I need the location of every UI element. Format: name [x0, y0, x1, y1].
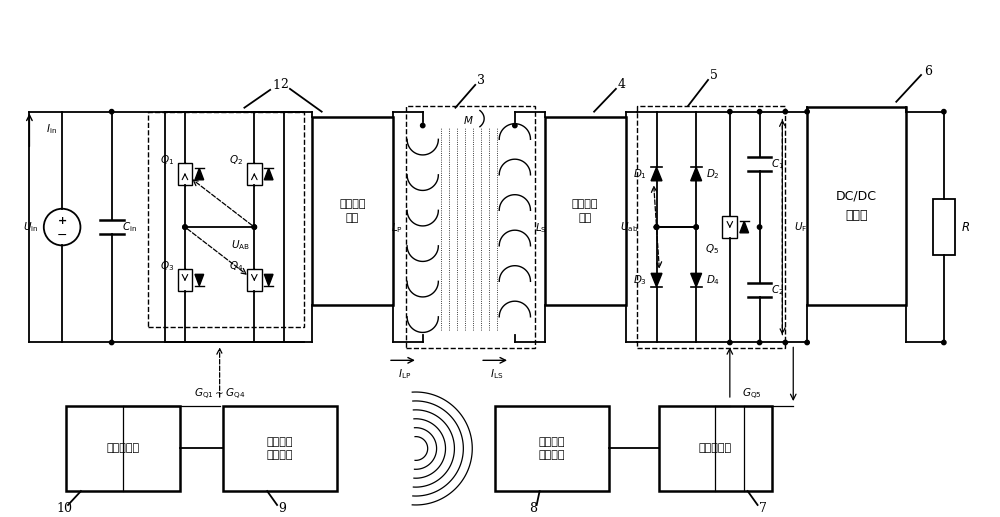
Polygon shape	[264, 169, 273, 180]
Bar	[66, 406, 180, 491]
Text: 原边无线
通信模块: 原边无线 通信模块	[266, 437, 293, 460]
Text: 4: 4	[618, 79, 626, 92]
Text: −: −	[57, 229, 67, 241]
Text: 8: 8	[529, 503, 537, 515]
Circle shape	[109, 110, 114, 114]
Circle shape	[728, 110, 732, 114]
Text: 副边控制器: 副边控制器	[699, 444, 732, 453]
Polygon shape	[651, 168, 662, 181]
Circle shape	[805, 110, 809, 114]
Polygon shape	[651, 273, 662, 287]
Circle shape	[252, 225, 256, 229]
Text: $I_{\rm in}$: $I_{\rm in}$	[46, 123, 57, 136]
Text: $I_{\rm LP}$: $I_{\rm LP}$	[398, 367, 412, 381]
Text: $U_{\rm F}$: $U_{\rm F}$	[794, 220, 808, 234]
Circle shape	[757, 340, 762, 345]
Text: $G_{\rm Q1}{\sim}G_{\rm Q4}$: $G_{\rm Q1}{\sim}G_{\rm Q4}$	[194, 386, 245, 402]
Bar	[312, 117, 393, 305]
Bar	[637, 105, 785, 348]
Circle shape	[783, 110, 788, 114]
Bar	[223, 406, 337, 491]
Polygon shape	[195, 275, 204, 286]
Circle shape	[654, 225, 659, 229]
Text: 6: 6	[924, 65, 932, 78]
Text: $I_{\rm LS}$: $I_{\rm LS}$	[490, 367, 504, 381]
Text: 5: 5	[710, 69, 718, 83]
Bar	[722, 216, 737, 238]
Bar	[659, 406, 772, 491]
Bar	[406, 105, 535, 348]
Text: 原边控制器: 原边控制器	[106, 444, 140, 453]
Polygon shape	[264, 275, 273, 286]
Polygon shape	[195, 169, 204, 180]
Circle shape	[513, 124, 517, 128]
Polygon shape	[740, 221, 749, 233]
Circle shape	[654, 225, 659, 229]
Circle shape	[942, 340, 946, 345]
Text: $D_2$: $D_2$	[706, 167, 720, 181]
Text: $Q_3$: $Q_3$	[160, 260, 174, 273]
Text: $C_2$: $C_2$	[771, 283, 784, 297]
Text: $L_{\rm S}$: $L_{\rm S}$	[535, 221, 547, 235]
Text: $D_1$: $D_1$	[633, 167, 647, 181]
Text: $U_{\rm ab}$: $U_{\rm ab}$	[620, 220, 639, 234]
Circle shape	[757, 110, 762, 114]
Circle shape	[183, 225, 187, 229]
Circle shape	[109, 340, 114, 345]
Bar	[807, 107, 906, 305]
Text: $L_{\rm P}$: $L_{\rm P}$	[391, 221, 403, 235]
Text: $M$: $M$	[463, 114, 474, 126]
Text: $D_4$: $D_4$	[706, 273, 720, 287]
Circle shape	[694, 225, 698, 229]
Circle shape	[654, 225, 659, 229]
Text: $Q_1$: $Q_1$	[160, 154, 174, 167]
Bar	[148, 112, 304, 327]
Text: $D_3$: $D_3$	[633, 273, 647, 287]
Bar	[247, 163, 262, 185]
Circle shape	[783, 340, 788, 345]
Text: 1: 1	[272, 80, 280, 93]
Text: $C_1$: $C_1$	[771, 158, 784, 171]
Text: +: +	[57, 216, 67, 226]
Text: DC/DC
变换器: DC/DC 变换器	[836, 190, 877, 222]
Text: 原边补偿
电路: 原边补偿 电路	[339, 199, 366, 223]
Bar	[178, 163, 192, 185]
Circle shape	[421, 124, 425, 128]
Text: $Q_2$: $Q_2$	[229, 154, 243, 167]
Circle shape	[728, 340, 732, 345]
Bar	[247, 269, 262, 291]
Bar	[933, 200, 955, 255]
Circle shape	[183, 225, 187, 229]
Text: $C_{\rm in}$: $C_{\rm in}$	[122, 220, 137, 234]
Text: $R$: $R$	[961, 221, 970, 234]
Circle shape	[252, 225, 256, 229]
Bar	[545, 117, 626, 305]
Circle shape	[757, 225, 762, 229]
Text: 2: 2	[280, 79, 288, 92]
Text: 3: 3	[477, 74, 485, 87]
Circle shape	[654, 225, 659, 229]
Text: 7: 7	[759, 503, 766, 515]
Polygon shape	[691, 168, 702, 181]
Text: 9: 9	[278, 503, 286, 515]
Text: $Q_4$: $Q_4$	[229, 260, 244, 273]
Text: 副边补偿
电路: 副边补偿 电路	[572, 199, 598, 223]
Text: $U_{\rm AB}$: $U_{\rm AB}$	[231, 238, 250, 252]
Text: 副边无线
通信模块: 副边无线 通信模块	[539, 437, 565, 460]
Text: $G_{\rm Q5}$: $G_{\rm Q5}$	[742, 386, 761, 402]
Circle shape	[805, 340, 809, 345]
Bar	[178, 269, 192, 291]
Text: $Q_5$: $Q_5$	[705, 242, 719, 256]
Circle shape	[694, 225, 698, 229]
Text: $U_{\rm in}$: $U_{\rm in}$	[23, 220, 38, 234]
Polygon shape	[691, 273, 702, 287]
Text: 10: 10	[56, 503, 72, 515]
Bar	[495, 406, 609, 491]
Circle shape	[942, 110, 946, 114]
